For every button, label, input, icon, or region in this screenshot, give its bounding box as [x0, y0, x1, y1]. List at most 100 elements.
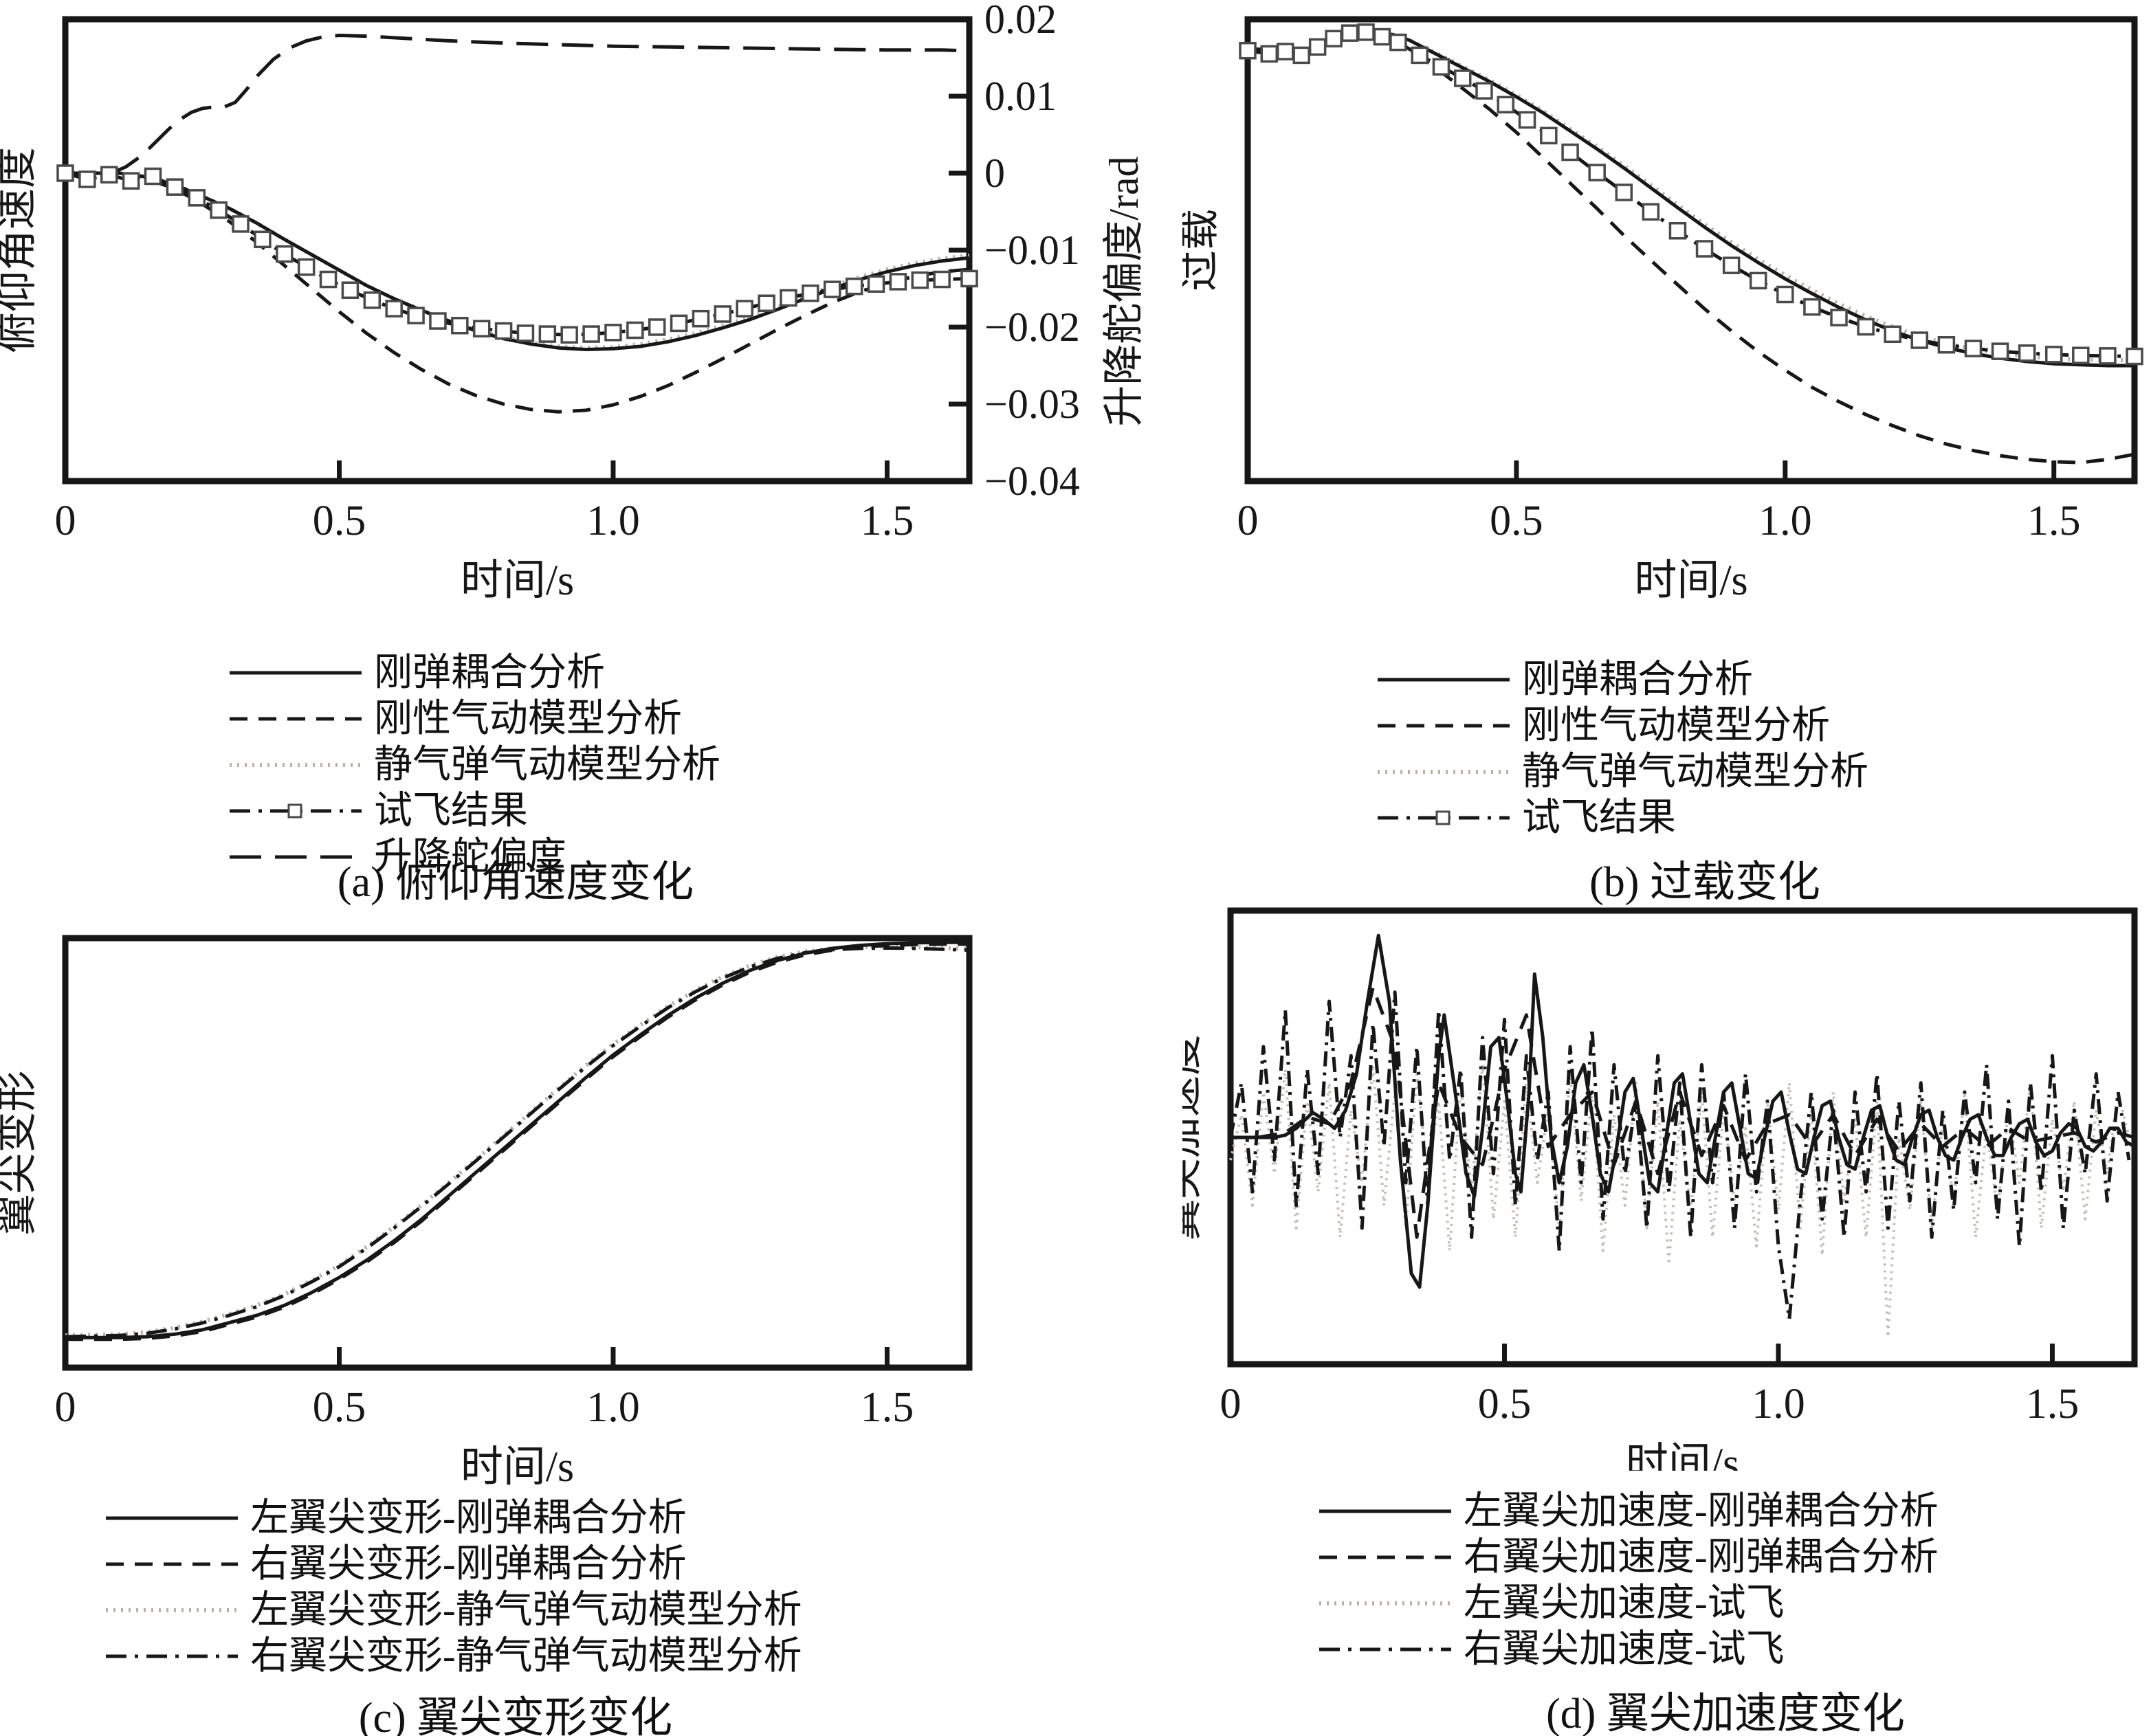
series-dashed — [65, 942, 969, 1342]
legend-item-label: 刚性气动模型分析 — [1522, 704, 1830, 747]
x-tick-label: 1.5 — [861, 498, 914, 544]
legend-item: 静气弹气动模型分析 — [227, 745, 720, 785]
x-tick-label: 0.5 — [1490, 498, 1543, 544]
square-marker — [1668, 222, 1687, 240]
square-marker — [1411, 46, 1429, 65]
legend-item-label: 静气弹气动模型分析 — [1522, 750, 1868, 793]
square-marker — [56, 164, 74, 182]
square-marker — [933, 270, 951, 289]
x-tick-label: 0 — [1237, 498, 1259, 544]
square-marker — [1453, 69, 1472, 87]
x-tick-label: 1.5 — [2027, 498, 2081, 544]
square-marker — [1357, 23, 1375, 41]
square-marker — [188, 189, 206, 207]
series-dashdot — [65, 946, 970, 1339]
square-marker — [1642, 203, 1660, 221]
legend-line-sample-dotted — [230, 763, 362, 767]
legend-item-label: 刚弹耦合分析 — [374, 652, 605, 694]
legend-item-label: 右翼尖变形-刚弹耦合分析 — [250, 1543, 687, 1585]
legend-line-sample-dotted — [1319, 1601, 1451, 1605]
square-marker — [1964, 340, 1983, 357]
square-marker — [297, 258, 316, 276]
square-marker — [1432, 58, 1450, 76]
x-tick-label: 1.0 — [1752, 1381, 1805, 1427]
square-marker — [429, 312, 447, 330]
legend-item-label: 静气弹气动模型分析 — [374, 744, 720, 786]
legend-item-label: 试飞结果 — [1522, 797, 1676, 839]
series-dashed — [1248, 32, 2135, 465]
y-axis-label-a: 俯仰角速度 — [0, 147, 40, 353]
square-marker — [2072, 346, 2090, 364]
square-marker — [1722, 256, 1741, 274]
square-marker — [604, 324, 622, 342]
square-marker — [385, 300, 403, 318]
square-marker — [824, 280, 841, 298]
legend-item-label: 升降舵偏度 — [374, 836, 566, 878]
legend-item-label: 试飞结果 — [374, 790, 528, 832]
x-tick-label: 1.0 — [1758, 498, 1812, 544]
x-axis-label-b: 时间/s — [1634, 557, 1747, 604]
square-marker — [1260, 45, 1279, 63]
square-marker — [1341, 24, 1359, 42]
square-marker — [254, 230, 272, 249]
square-marker — [1308, 38, 1327, 56]
legend-item: 刚性气动模型分析 — [227, 699, 720, 739]
legend-line-sample-solid — [1319, 1509, 1451, 1513]
square-marker — [100, 166, 118, 183]
series-dotted-noise — [1229, 1063, 2130, 1339]
caption-chart-c: (c) 翼尖变形变化 — [358, 1695, 673, 1736]
square-marker — [1830, 309, 1848, 326]
square-marker — [2044, 346, 2063, 364]
x-tick-label: 1.5 — [2026, 1381, 2080, 1427]
square-marker — [736, 300, 753, 318]
square-marker — [2126, 347, 2143, 366]
legend-line-sample-dashed — [106, 1562, 238, 1566]
square-marker — [1239, 41, 1257, 60]
caption-chart-d: (d) 翼尖加速度变化 — [1546, 1691, 1905, 1736]
legend-chart-c: 左翼尖变形-刚弹耦合分析 右翼尖变形-刚弹耦合分析 左翼尖变形-静气弹气动模型分析右… — [103, 1498, 802, 1676]
legend-chart-a: 刚弹耦合分析刚性气动模型分析静气弹气动模型分析 试飞结果 升降舵偏度 — [227, 653, 720, 877]
x-tick-label: 0.5 — [313, 1384, 366, 1431]
legend-item-label: 右翼尖加速度-刚弹耦合分析 — [1464, 1536, 1939, 1579]
square-marker — [802, 284, 819, 302]
chart-a-canvas: 0 0.5 1.0 1.5 时间/s 俯仰角速度 0.02 0.01 0 −0.01 −0.02 −0… — [0, 0, 1147, 604]
square-marker — [1325, 30, 1343, 47]
legend-item: 刚性气动模型分析 — [1375, 706, 1868, 746]
legend-chart-b: 刚弹耦合分析 刚性气动模型分析 静气弹气动模型分析 试飞结果 — [1375, 660, 1868, 838]
square-marker — [210, 201, 228, 219]
legend-line-sample-dashed — [230, 717, 362, 721]
square-marker — [692, 309, 710, 328]
square-marker — [714, 305, 732, 323]
square-marker — [1884, 325, 1901, 344]
legend-item: 右翼尖变形-刚弹耦合分析 — [103, 1544, 802, 1584]
chart-b-canvas: 0 0.5 1.0 1.5 时间/s 过载 — [1182, 16, 2143, 604]
legend-item-label: 左翼尖变形-静气弹气动模型分析 — [250, 1589, 802, 1632]
plot-border-b — [1244, 16, 2138, 485]
legend-item: 升降舵偏度 — [227, 837, 720, 877]
legend-item: 右翼尖变形-静气弹气动模型分析 — [103, 1636, 802, 1676]
legend-line-sample-dashed — [1378, 724, 1510, 728]
square-marker — [1991, 342, 2009, 360]
square-marker — [1615, 183, 1633, 201]
legend-line-sample-longdash — [230, 855, 362, 859]
square-marker — [845, 277, 863, 296]
square-marker — [867, 275, 885, 293]
square-marker — [626, 321, 644, 340]
legend-item: 右翼尖加速度-刚弹耦合分析 — [1316, 1537, 1939, 1577]
square-marker — [758, 294, 775, 313]
caption-chart-b: (b) 过载变化 — [1589, 859, 1820, 906]
square-marker — [472, 320, 491, 337]
chart-d-canvas: 0 0.5 1.0 1.5 时间/s 翼尖加速度 — [1182, 907, 2138, 1471]
plot-border-a — [62, 16, 973, 485]
square-marker — [1475, 82, 1493, 100]
legend-item: 刚弹耦合分析 — [1375, 660, 1868, 700]
legend-line-sample-solid — [106, 1516, 238, 1520]
legend-item: 左翼尖变形-静气弹气动模型分析 — [103, 1590, 802, 1630]
caption-chart-a: (a) 俯仰角速度变化 — [337, 859, 694, 906]
square-marker — [451, 317, 469, 335]
square-marker — [232, 215, 250, 233]
square-marker — [78, 170, 96, 188]
legend-item-label: 左翼尖加速度-试飞 — [1464, 1582, 1785, 1625]
square-marker — [1276, 43, 1294, 60]
square-marker — [1857, 318, 1875, 336]
